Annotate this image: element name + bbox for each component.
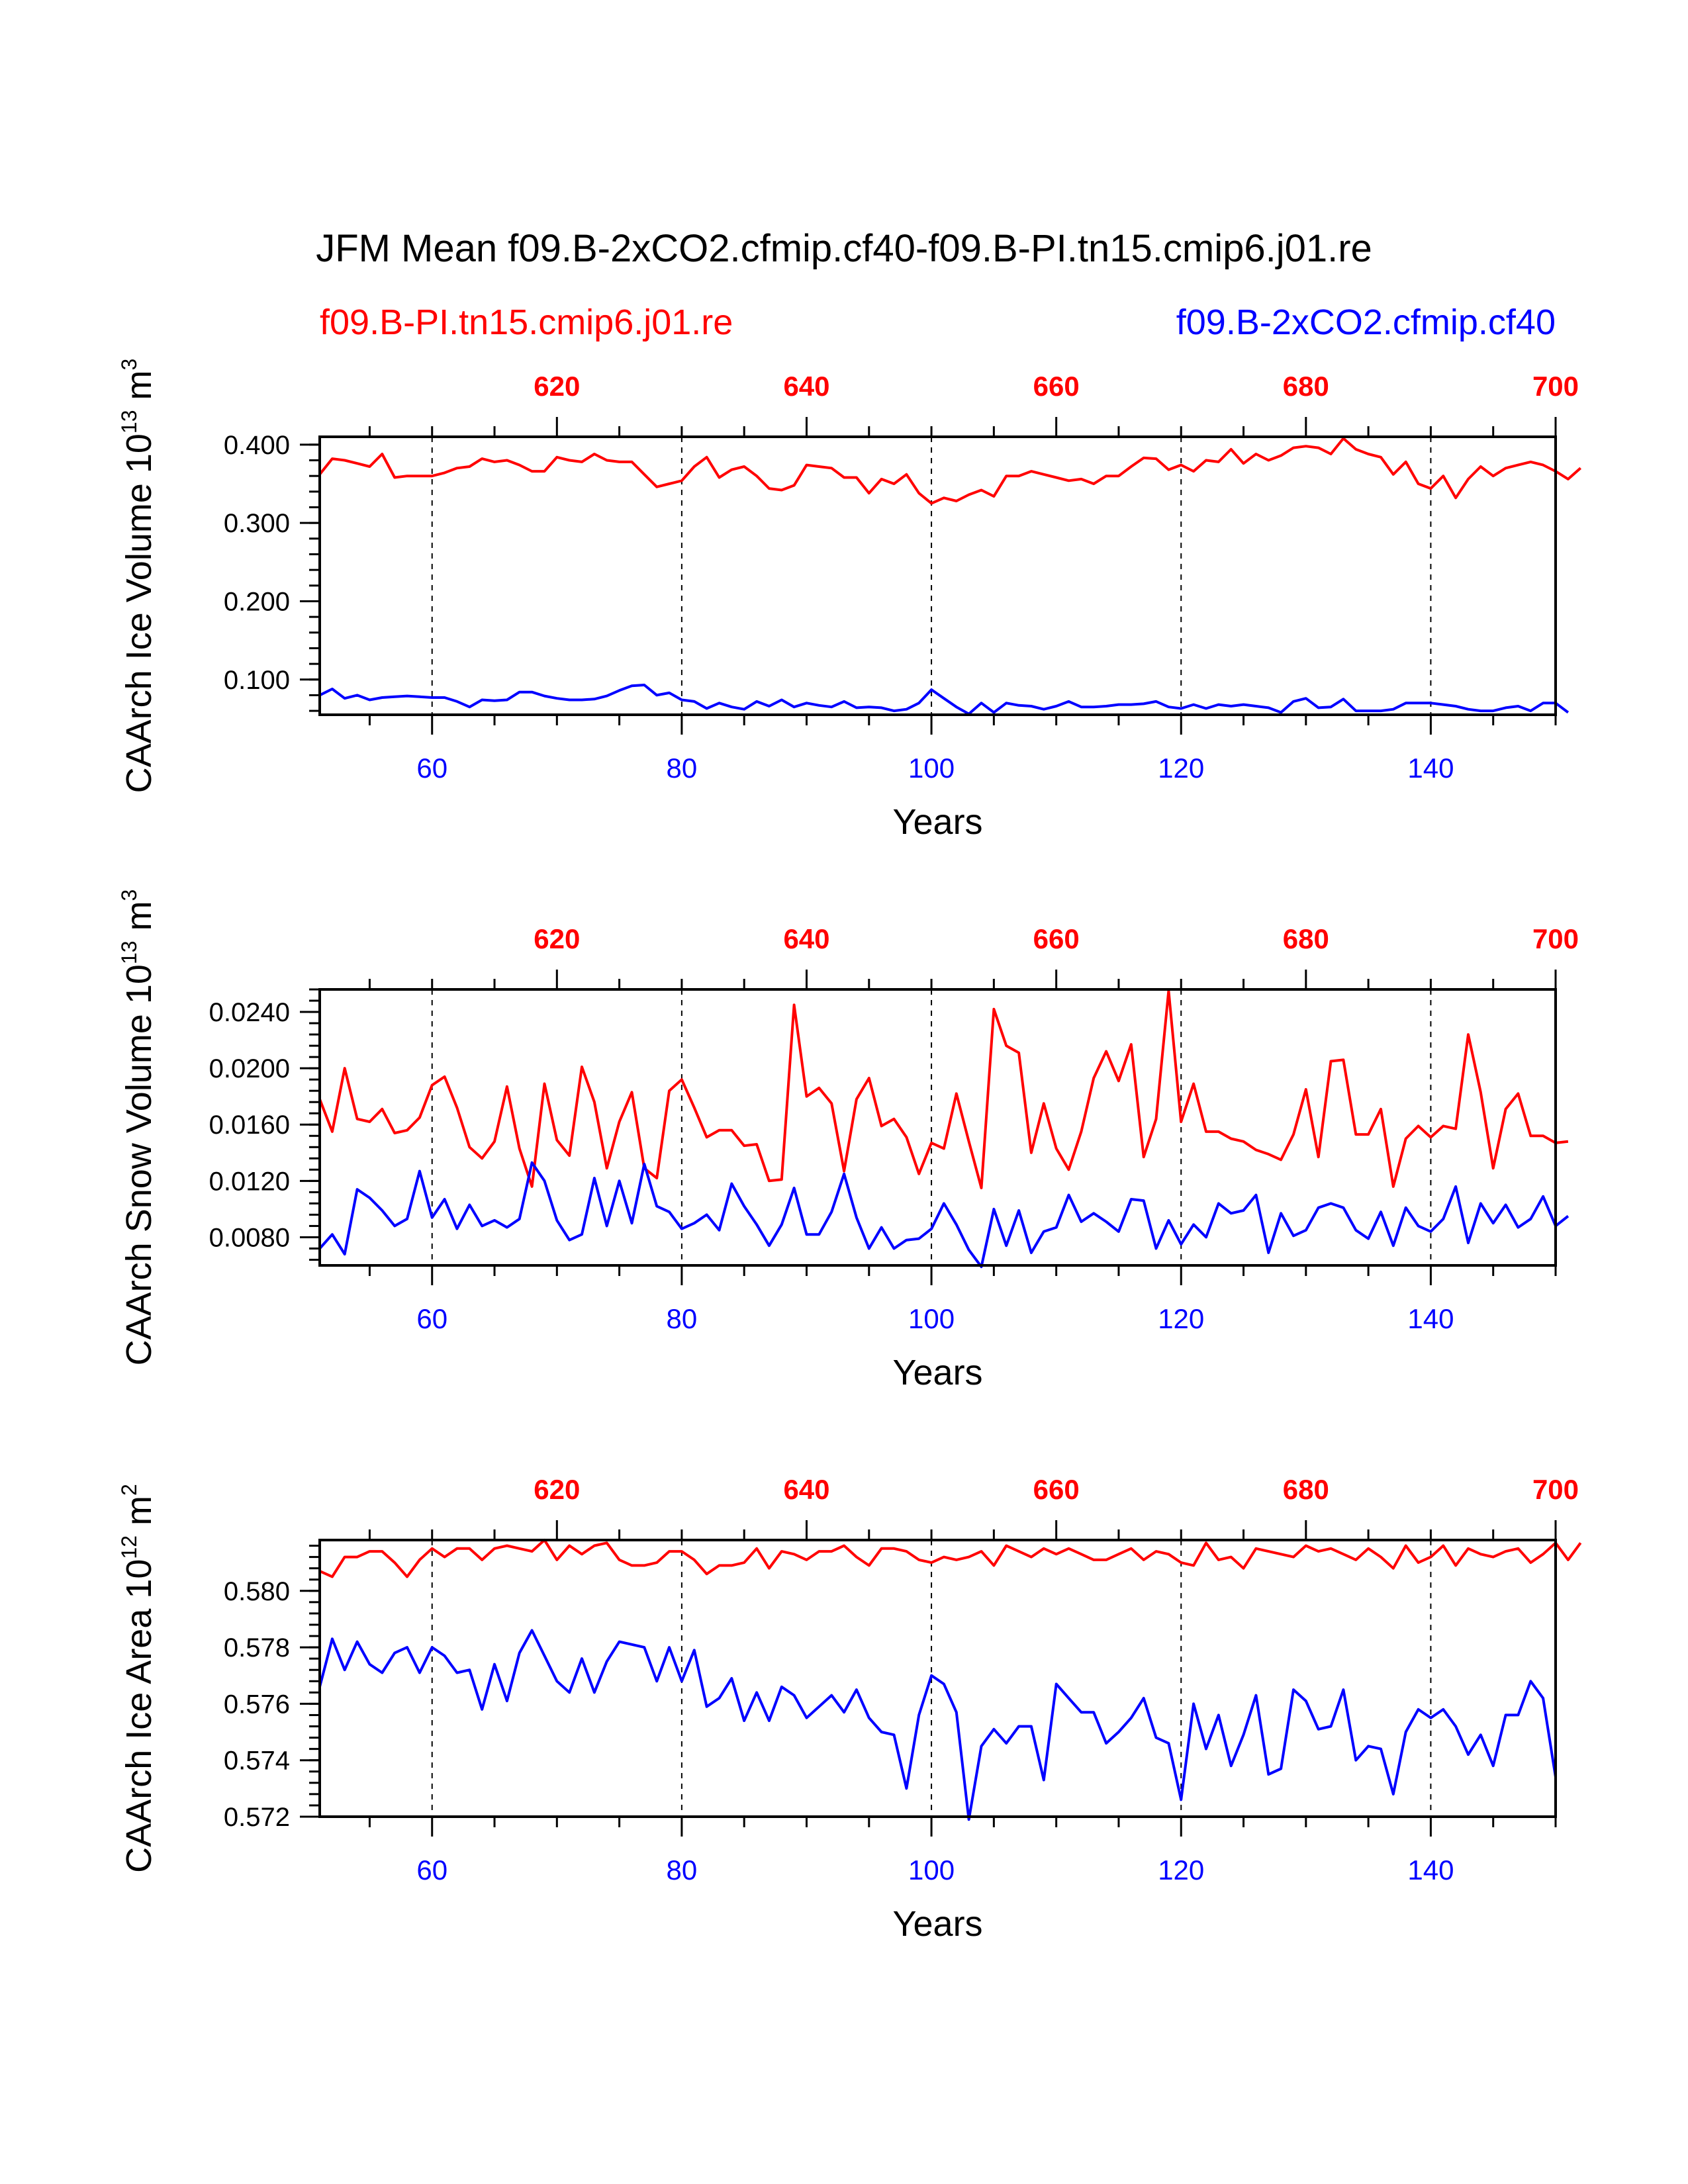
y-tick-label: 0.0080 (209, 1223, 290, 1252)
x-tick-label: 60 (416, 752, 447, 784)
x-tick-label: 60 (416, 1854, 447, 1886)
series-line-pi (318, 989, 1569, 1189)
y-axis-label: CAArch Snow Volume 1013 m3 (117, 889, 159, 1366)
x-tick-label: 60 (416, 1303, 447, 1334)
top-x-tick-label: 640 (783, 923, 829, 954)
series-line-pi (319, 1539, 1582, 1578)
top-x-tick-label: 660 (1033, 923, 1080, 954)
top-x-tick-label: 700 (1532, 371, 1579, 402)
x-tick-label: 80 (667, 1303, 698, 1334)
y-tick-label: 0.578 (224, 1633, 290, 1662)
y-tick-label: 0.300 (224, 509, 290, 538)
panel-snow-volume: 60 80 100 120 140 620 640 660 680 700 0.0080 0.0120… (117, 889, 1579, 1392)
y-tick-label: 0.0120 (209, 1167, 290, 1196)
plot-frame (318, 988, 1557, 1267)
top-x-tick-label: 660 (1033, 371, 1080, 402)
y-tick-label: 0.0240 (209, 998, 290, 1027)
x-tick-label: 80 (667, 1854, 698, 1886)
x-tick-label: 120 (1158, 752, 1204, 784)
top-x-tick-label: 680 (1283, 371, 1329, 402)
y-axis-label: CAArch Ice Volume 1013 m3 (117, 359, 159, 794)
top-x-tick-label: 660 (1033, 1474, 1080, 1505)
y-axis-label: CAArch Ice Area 1012 m2 (117, 1484, 159, 1873)
y-tick-label: 0.576 (224, 1690, 290, 1719)
series-line-co2 (319, 684, 1570, 715)
y-tick-label: 0.0160 (209, 1111, 290, 1140)
top-x-tick-label: 620 (534, 1474, 580, 1505)
legend-co2: f09.B-2xCO2.cfmip.cf40 (1176, 302, 1556, 342)
top-x-tick-label: 700 (1532, 923, 1579, 954)
x-tick-label: 140 (1407, 1854, 1454, 1886)
x-tick-label: 120 (1158, 1854, 1204, 1886)
x-tick-label: 120 (1158, 1303, 1204, 1334)
y-tick-label: 0.200 (224, 587, 290, 616)
plot-frame (318, 1539, 1557, 1818)
plot-frame (318, 435, 1557, 716)
x-axis-label: Years (892, 802, 982, 842)
y-tick-label: 0.580 (224, 1577, 290, 1606)
top-x-tick-label: 640 (783, 371, 829, 402)
top-x-tick-label: 680 (1283, 923, 1329, 954)
legend-pi: f09.B-PI.tn15.cmip6.j01.re (320, 302, 733, 342)
chart-title: JFM Mean f09.B-2xCO2.cfmip.cf40-f09.B-PI… (316, 227, 1372, 270)
x-axis-label: Years (892, 1904, 982, 1944)
y-tick-label: 0.572 (224, 1803, 290, 1832)
panel-ice-area: 60 80 100 120 140 620 640 660 680 700 0.572 0.574 0.… (117, 1474, 1582, 1944)
panel-ice-volume: 60 80 100 120 140 620 640 660 680 700 0.100 0.200 0.… (117, 359, 1582, 842)
x-tick-label: 100 (908, 1303, 955, 1334)
y-tick-label: 0.400 (224, 431, 290, 460)
top-x-tick-label: 620 (534, 923, 580, 954)
y-tick-label: 0.100 (224, 666, 290, 695)
x-tick-label: 100 (908, 752, 955, 784)
series-line-co2 (318, 1161, 1570, 1269)
series-line-pi (318, 437, 1582, 505)
top-x-tick-label: 620 (534, 371, 580, 402)
x-tick-label: 140 (1407, 1303, 1454, 1334)
y-tick-label: 0.0200 (209, 1054, 290, 1083)
x-tick-label: 140 (1407, 752, 1454, 784)
x-tick-label: 100 (908, 1854, 955, 1886)
y-tick-label: 0.574 (224, 1747, 290, 1776)
top-x-tick-label: 700 (1532, 1474, 1579, 1505)
top-x-tick-label: 680 (1283, 1474, 1329, 1505)
panels: 60 80 100 120 140 620 640 660 680 700 0.100 0.200 0.… (117, 359, 1582, 1944)
top-x-tick-label: 640 (783, 1474, 829, 1505)
x-axis-label: Years (892, 1353, 982, 1392)
series-line-co2 (318, 1629, 1557, 1821)
x-tick-label: 80 (667, 752, 698, 784)
